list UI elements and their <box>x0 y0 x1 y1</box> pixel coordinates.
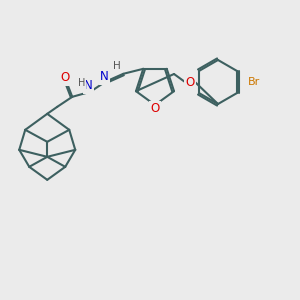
Text: Br: Br <box>248 77 260 87</box>
Text: H: H <box>78 78 85 88</box>
Text: O: O <box>61 71 70 84</box>
Text: O: O <box>150 103 160 116</box>
Text: O: O <box>185 76 195 88</box>
Text: H: H <box>113 61 121 71</box>
Text: N: N <box>84 79 93 92</box>
Text: N: N <box>100 70 109 83</box>
